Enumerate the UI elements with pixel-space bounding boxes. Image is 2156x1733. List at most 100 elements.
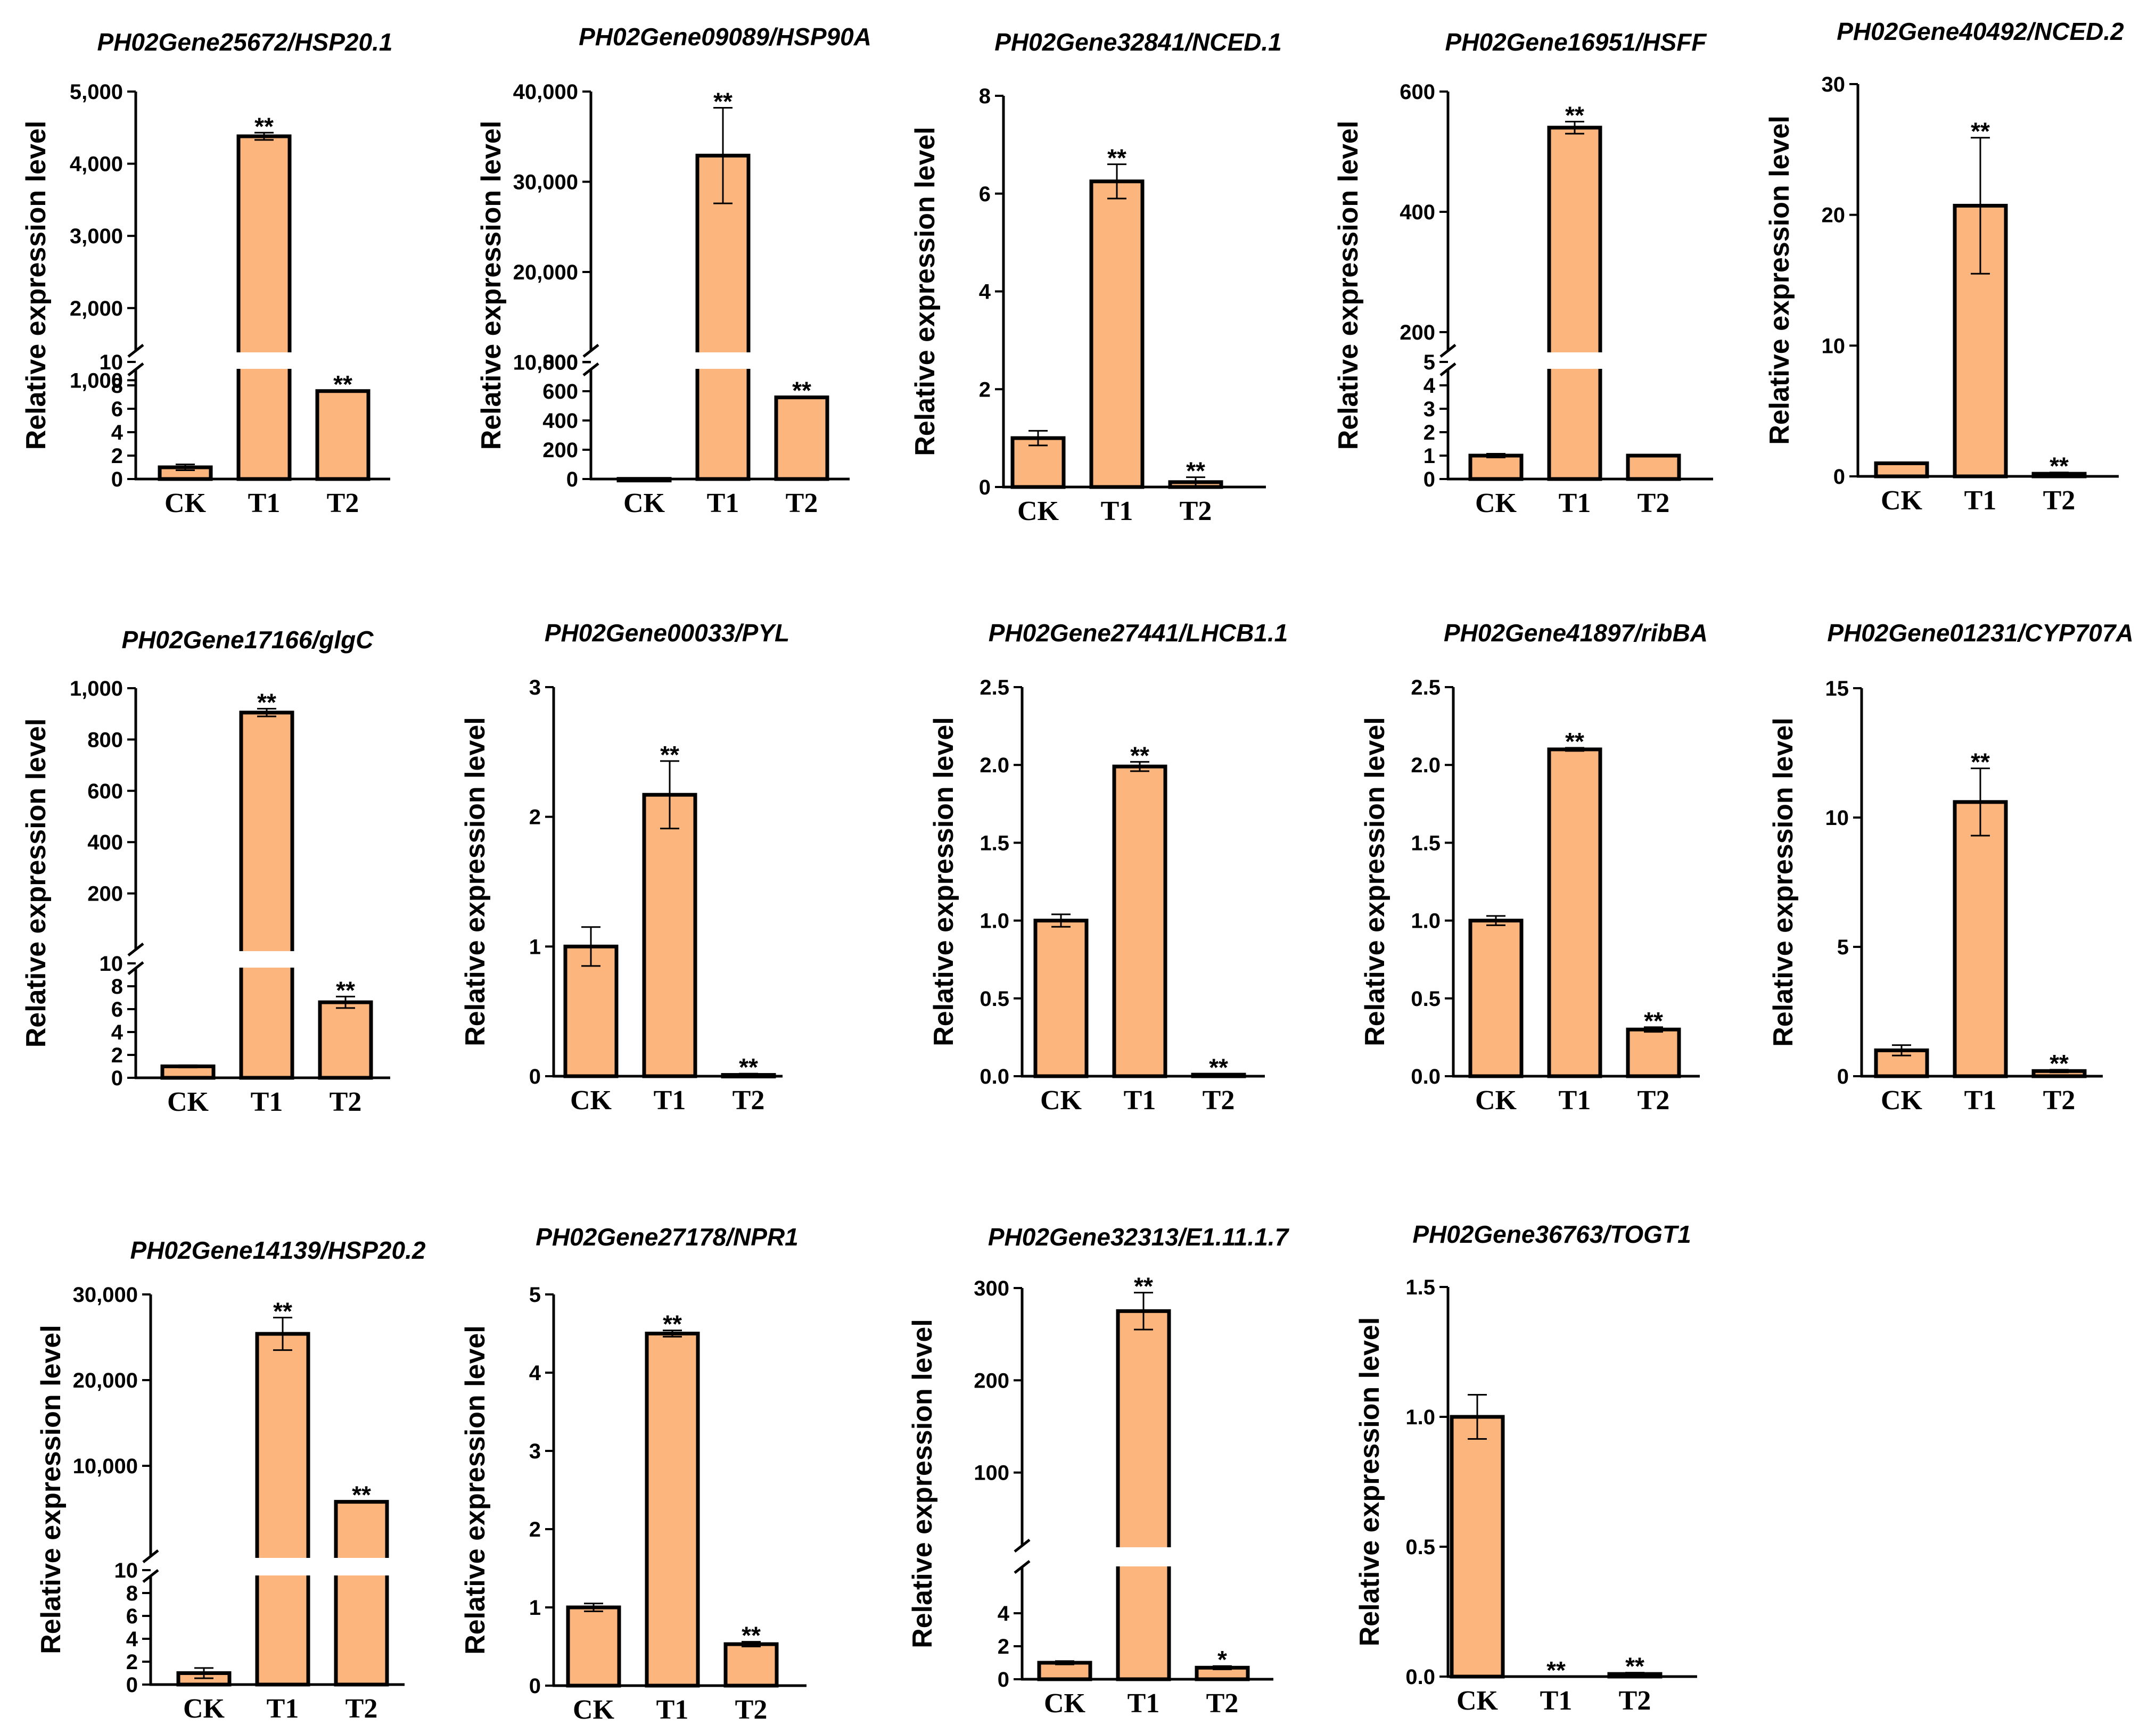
y-axis-label: Relative expression level [460,717,491,1046]
y-tick-label: 0 [1423,468,1435,491]
chart-panel: PH02Gene16951/HSFF Relative expression le… [1333,28,1713,518]
significance-label: ** [713,88,733,115]
y-axis-label: Relative expression level [21,719,52,1048]
chart-panel: PH02Gene14139/HSP20.2 Relative expression… [36,1236,426,1724]
bar [239,711,294,1080]
y-tick-label: 0 [111,468,123,491]
bar [774,395,829,481]
bar [255,1332,310,1687]
y-tick-label: 600 [542,380,578,403]
y-tick-label: 2 [111,1044,123,1067]
y-tick-label: 100 [974,1462,1009,1485]
y-tick-label: 30,000 [73,1283,138,1307]
y-tick-label: 40,000 [513,80,578,104]
significance-label: ** [273,1297,292,1325]
x-category-label: CK [623,488,665,518]
y-tick-label: 2 [1423,421,1435,444]
x-category-label: T2 [1203,1085,1235,1116]
chart-panel: PH02Gene17166/glgC Relative expression le… [21,626,390,1117]
chart-title: PH02Gene25672/HSP20.1 [97,28,393,56]
significance-label: ** [1625,1653,1644,1680]
x-category-label: T1 [656,1695,689,1725]
x-category-label: CK [573,1695,615,1725]
y-tick-label: 10 [1822,334,1846,358]
y-tick-label: 8 [111,374,123,398]
x-category-label: T1 [1540,1686,1573,1716]
y-tick-label: 30 [1822,73,1846,96]
y-tick-label: 400 [87,831,123,854]
axis-break-mark [582,362,599,376]
significance-label: ** [254,112,274,140]
y-tick-label: 2 [529,1518,541,1541]
y-tick-label: 2 [998,1635,1009,1658]
bar-break-gap [332,1558,391,1575]
x-category-label: T1 [267,1694,299,1724]
chart-title: PH02Gene40492/NCED.2 [1837,18,2124,45]
axis-break-mark [127,943,144,956]
y-tick-label: 1.0 [980,910,1009,933]
y-tick-label: 1 [1423,444,1435,468]
y-tick-label: 8 [111,975,123,998]
chart-title: PH02Gene16951/HSFF [1445,28,1708,56]
y-tick-label: 800 [542,351,578,374]
x-category-label: T2 [1206,1688,1239,1719]
bar [318,1000,373,1080]
bar [1953,800,2008,1078]
y-tick-label: 6 [126,1605,138,1628]
y-tick-label: 4 [529,1361,541,1385]
bar [1874,461,1929,478]
y-tick-label: 400 [542,409,578,433]
y-axis-label: Relative expression level [910,127,941,456]
chart-panel: PH02Gene01231/CYP707A Relative expression… [1768,619,2134,1116]
bar-break-gap [693,352,753,369]
chart-panel: PH02Gene40492/NCED.2 Relative expression … [1764,18,2124,516]
y-tick-label: 5 [529,1283,541,1307]
y-tick-label: 0 [998,1668,1009,1691]
y-tick-label: 300 [974,1277,1009,1300]
chart-title: PH02Gene09089/HSP90A [579,23,871,51]
y-tick-label: 1,000 [70,369,123,392]
significance-label: ** [1209,1054,1228,1082]
y-tick-label: 4,000 [70,153,123,176]
y-tick-label: 200 [1400,321,1435,344]
chart-panel: PH02Gene32841/NCED.1 Relative expression … [910,28,1282,526]
y-tick-label: 8 [126,1582,138,1605]
y-tick-label: 5 [1423,351,1435,374]
chart-title: PH02Gene00033/PYL [545,619,789,647]
x-category-label: T1 [1559,1085,1591,1116]
y-tick-label: 1.5 [980,831,1009,855]
significance-label: ** [333,370,352,398]
bar [1626,453,1681,481]
y-tick-label: 0 [529,1065,541,1088]
chart-title: PH02Gene17166/glgC [121,626,374,654]
y-tick-label: 5,000 [70,80,123,104]
significance-label: ** [1971,118,1990,145]
bar [236,134,292,481]
y-tick-label: 0.5 [1411,987,1441,1011]
y-tick-label: 4 [126,1628,138,1651]
y-axis-label: Relative expression level [928,717,959,1046]
y-axis-label: Relative expression level [460,1325,491,1655]
significance-label: ** [1565,728,1584,755]
y-tick-label: 2.0 [1411,754,1441,777]
y-tick-label: 200 [542,439,578,462]
x-category-label: CK [1881,485,1923,516]
x-category-label: T1 [251,1087,283,1117]
y-tick-label: 1 [529,1596,541,1620]
chart-panel: PH02Gene32313/E1.11.1.7 Relative expressi… [907,1223,1290,1719]
y-tick-label: 10,000 [73,1455,138,1478]
x-category-label: T2 [330,1087,362,1117]
y-tick-label: 400 [1400,201,1435,224]
significance-label: ** [1565,102,1584,129]
significance-label: ** [1186,457,1205,485]
x-category-label: T2 [1619,1686,1651,1716]
axis-break-mark [1014,1539,1031,1553]
x-category-label: CK [1475,488,1517,518]
y-tick-label: 0 [566,468,578,491]
chart-title: PH02Gene36763/TOGT1 [1412,1220,1691,1248]
significance-label: ** [2050,1050,2069,1077]
significance-label: ** [792,377,811,405]
y-tick-label: 800 [87,728,123,752]
chart-panel: PH02Gene00033/PYL Relative expression lev… [460,619,789,1116]
bar [1112,764,1167,1078]
